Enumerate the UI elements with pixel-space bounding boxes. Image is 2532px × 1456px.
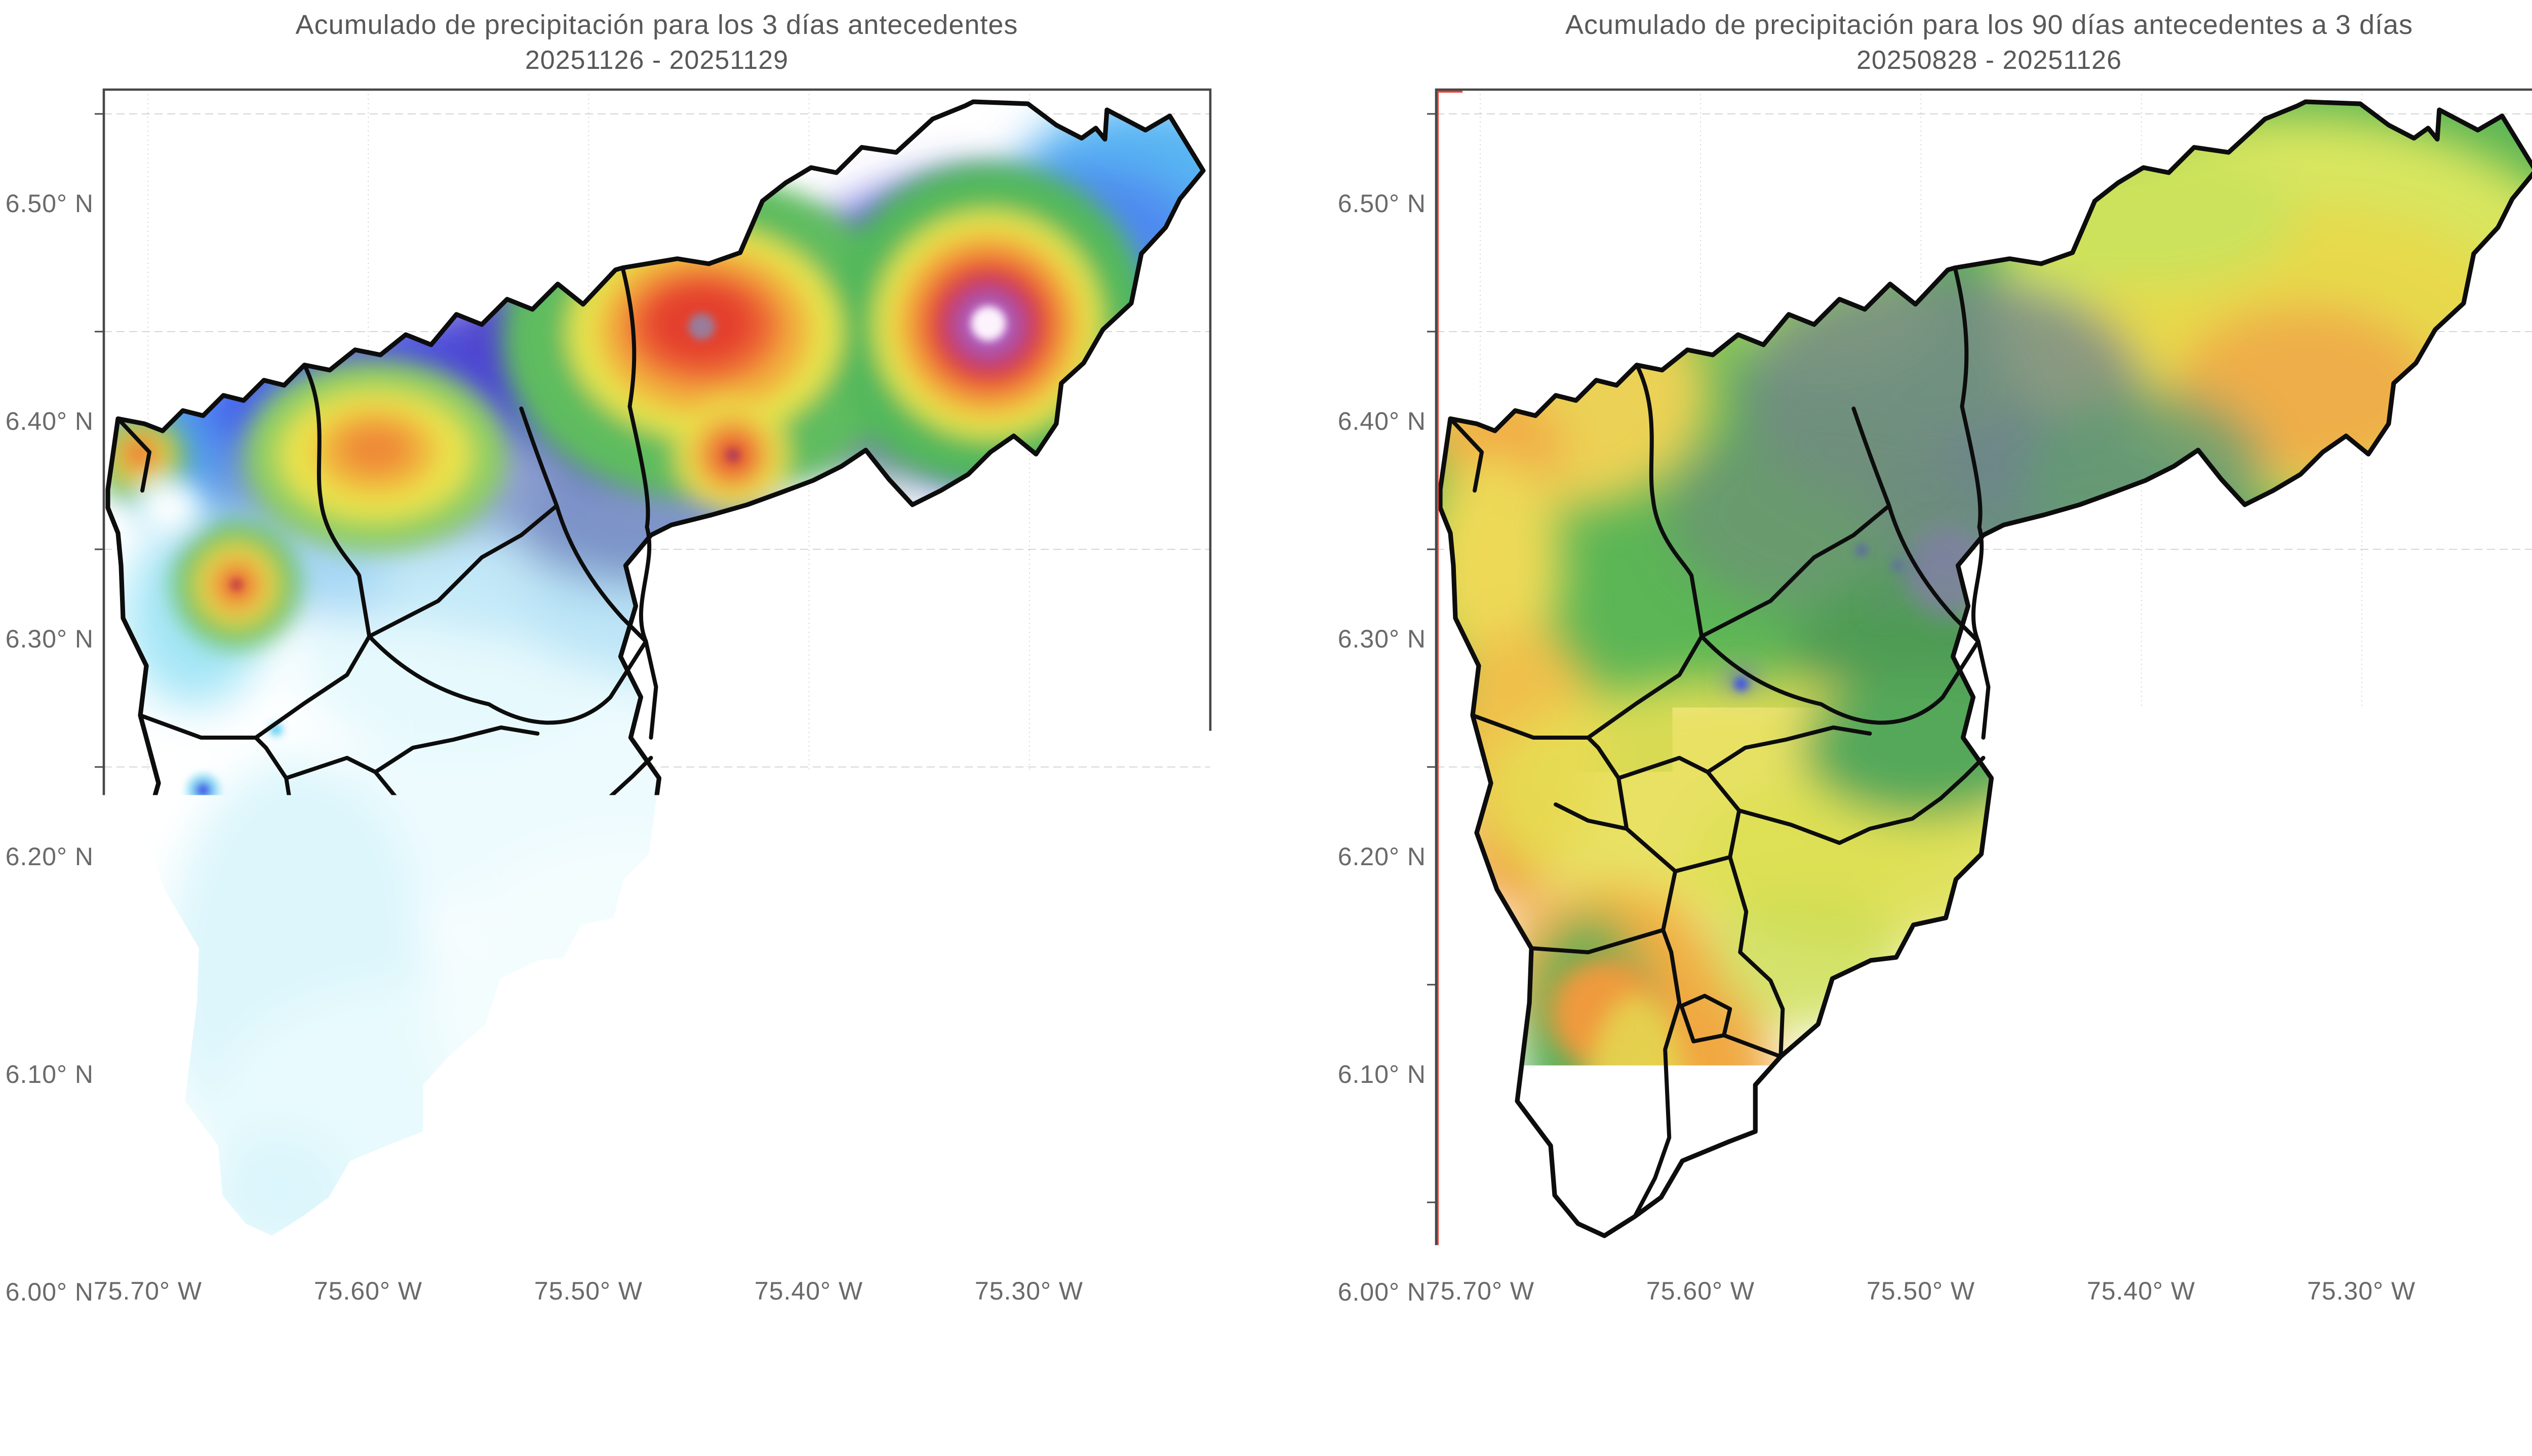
x-tick-7570: 75.70° W: [57, 1276, 239, 1306]
y-tick-640-r: 6.40° N: [1299, 403, 1426, 439]
colorbar-arrow-max: [2494, 1325, 2531, 1364]
svg-text:15: 15: [292, 1379, 320, 1405]
y-tick-630-r: 6.30° N: [1299, 621, 1426, 657]
svg-text:1000: 1000: [2466, 1379, 2522, 1405]
svg-text:300: 300: [1765, 1379, 1807, 1405]
svg-text:20: 20: [342, 1379, 370, 1405]
svg-text:5: 5: [198, 1379, 212, 1405]
left-map-plot: [104, 90, 1210, 1268]
svg-text:400: 400: [1866, 1379, 1908, 1405]
x-tick-7570-r: 75.70° W: [1389, 1276, 1571, 1306]
svg-text:700: 700: [2169, 1379, 2211, 1405]
svg-text:40: 40: [544, 1379, 572, 1405]
colorbar-tick-labels: 0 1 5 10 15 20 25 30 35 40 50 60 80 100: [147, 1379, 1184, 1405]
right-panel-title: Acumulado de precipitación para los 90 d…: [1483, 7, 2496, 78]
right-colorbar-label: Acumulado Precipitación [mm]: [1784, 1417, 2194, 1449]
y-tick-650: 6.50° N: [0, 185, 94, 222]
colorbar-arrow-min: [110, 1325, 154, 1364]
right-title-line1: Acumulado de precipitación para los 90 d…: [1483, 7, 2496, 43]
svg-text:50: 50: [645, 1379, 672, 1405]
svg-text:100: 100: [1142, 1379, 1184, 1405]
svg-text:25: 25: [392, 1379, 420, 1405]
y-tick-630: 6.30° N: [0, 621, 94, 657]
svg-text:80: 80: [947, 1379, 975, 1405]
left-colorbar: 0 1 5 10 15 20 25 30 35 40 50 60 80 100 …: [104, 1316, 1210, 1453]
x-tick-7560-r: 75.60° W: [1609, 1276, 1792, 1306]
svg-text:600: 600: [2068, 1379, 2110, 1405]
svg-text:0: 0: [1476, 1379, 1490, 1405]
left-title-line1: Acumulado de precipitación para los 3 dí…: [150, 7, 1163, 43]
x-tick-7560: 75.60° W: [277, 1276, 459, 1306]
svg-text:800: 800: [2271, 1379, 2313, 1405]
svg-text:900: 900: [2371, 1379, 2414, 1405]
y-tick-650-r: 6.50° N: [1299, 185, 1426, 222]
x-tick-7550: 75.50° W: [497, 1276, 680, 1306]
svg-text:60: 60: [745, 1379, 773, 1405]
x-tick-7530-r: 75.30° W: [2270, 1276, 2452, 1306]
y-tick-620-r: 6.20° N: [1299, 838, 1426, 875]
svg-text:10: 10: [241, 1379, 269, 1405]
figure-precipitation-maps: Acumulado de precipitación para los 3 dí…: [0, 0, 2532, 1456]
y-tick-610: 6.10° N: [0, 1056, 94, 1093]
right-map-plot: [1436, 90, 2532, 1268]
x-tick-7550-r: 75.50° W: [1830, 1276, 2012, 1306]
left-colorbar-label: Acumulado Precipitación [mm]: [451, 1417, 862, 1449]
y-tick-620: 6.20° N: [0, 838, 94, 875]
svg-text:30: 30: [443, 1379, 471, 1405]
x-tick-7530: 75.30° W: [938, 1276, 1120, 1306]
colorbar-arrow-min: [1440, 1325, 1483, 1364]
svg-text:100: 100: [1563, 1379, 1605, 1405]
svg-text:1: 1: [159, 1379, 173, 1405]
colorbar-arrow-max: [1163, 1325, 1215, 1364]
svg-text:500: 500: [1967, 1379, 2009, 1405]
left-panel-title: Acumulado de precipitación para los 3 dí…: [150, 7, 1163, 78]
left-title-line2: 20251126 - 20251129: [150, 43, 1163, 78]
right-colorbar: 0 100 200 300 400 500 600 700 800 900 10…: [1436, 1316, 2532, 1453]
x-tick-7540: 75.40° W: [718, 1276, 900, 1306]
x-tick-7540-r: 75.40° W: [2050, 1276, 2232, 1306]
svg-text:200: 200: [1664, 1379, 1706, 1405]
y-tick-640: 6.40° N: [0, 403, 94, 439]
colorbar-tick-labels: 0 100 200 300 400 500 600 700 800 900 10…: [1476, 1379, 2522, 1405]
y-tick-610-r: 6.10° N: [1299, 1056, 1426, 1093]
right-title-line2: 20250828 - 20251126: [1483, 43, 2496, 78]
svg-text:35: 35: [493, 1379, 521, 1405]
